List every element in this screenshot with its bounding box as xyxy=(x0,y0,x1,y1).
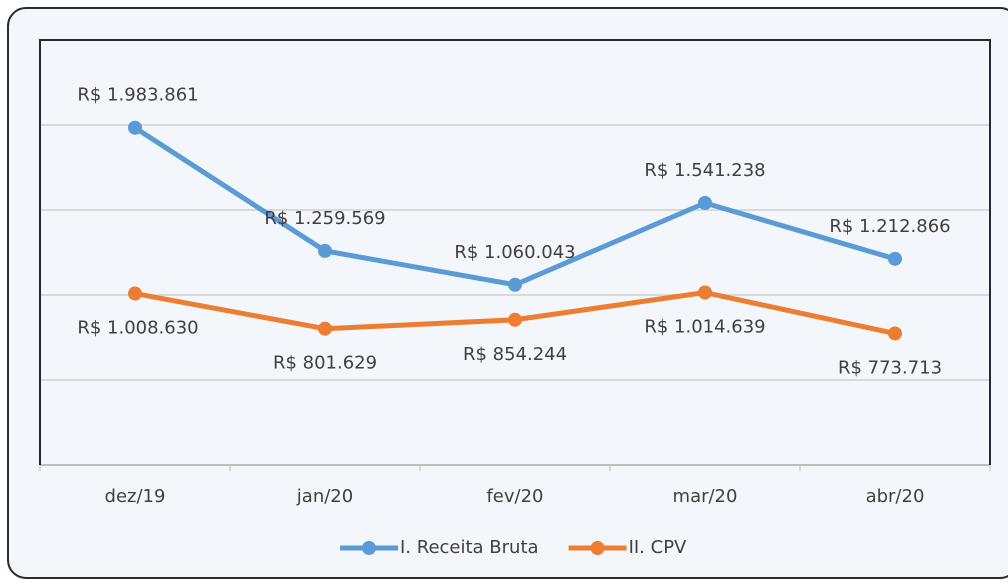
legend-label: II. CPV xyxy=(629,537,687,558)
x-tick-label: mar/20 xyxy=(673,486,738,507)
point xyxy=(698,195,712,210)
data-label: R$ 801.629 xyxy=(273,353,377,374)
legend-marker xyxy=(362,541,376,555)
point xyxy=(508,277,522,292)
x-tick-label: fev/20 xyxy=(486,486,543,507)
point xyxy=(318,321,332,336)
data-label: R$ 1.008.630 xyxy=(77,318,198,339)
point xyxy=(128,120,142,135)
data-label: R$ 773.713 xyxy=(838,357,942,378)
legend-marker xyxy=(590,541,605,555)
point xyxy=(128,286,142,301)
data-label: R$ 1.259.569 xyxy=(264,208,385,229)
x-tick-label: dez/19 xyxy=(105,486,166,507)
point xyxy=(508,312,522,327)
x-tick-label: jan/20 xyxy=(296,486,353,507)
data-label: R$ 1.212.866 xyxy=(829,216,950,237)
data-label: R$ 1.014.639 xyxy=(644,317,765,338)
plot-border xyxy=(39,39,991,465)
point xyxy=(888,326,902,341)
point xyxy=(318,243,332,258)
point xyxy=(888,251,902,266)
point xyxy=(698,285,712,300)
data-label: R$ 854.244 xyxy=(463,344,567,365)
data-label: R$ 1.060.043 xyxy=(454,242,575,263)
data-label: R$ 1.983.861 xyxy=(77,85,198,106)
data-label: R$ 1.541.238 xyxy=(644,160,765,181)
legend-label: I. Receita Bruta xyxy=(400,537,539,558)
chart-frame xyxy=(7,7,1008,579)
x-tick-label: abr/20 xyxy=(866,486,925,507)
